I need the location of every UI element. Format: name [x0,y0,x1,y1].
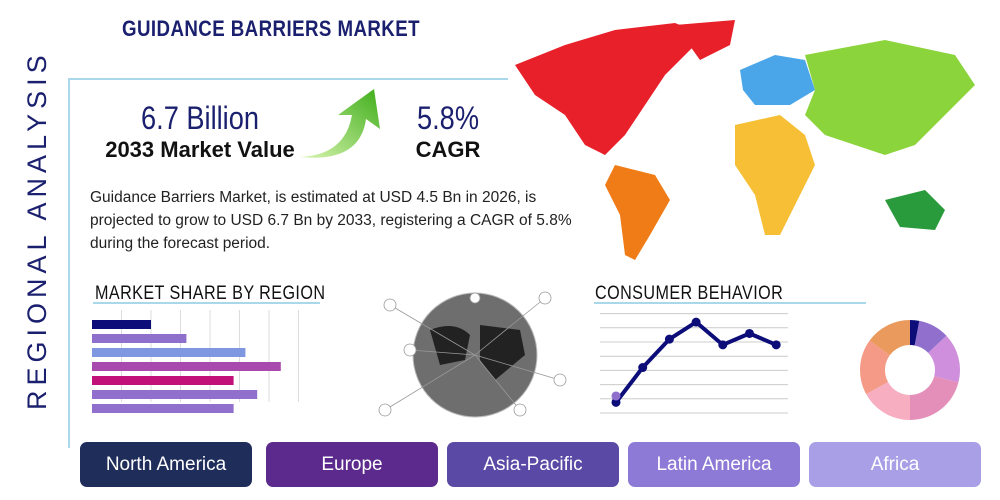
side-title: REGIONAL ANALYSIS [22,50,52,410]
map-africa [735,115,815,235]
consumer-donut-chart [860,320,960,420]
cagr-label: CAGR [415,137,481,162]
bar [92,390,258,399]
map-europe [740,55,815,105]
market-value-label: 2033 Market Value [105,137,295,162]
map-south-america [605,165,670,260]
bar [92,348,246,357]
region-button-north-america[interactable]: North America [80,442,252,487]
bar [92,376,234,385]
data-point [691,317,701,327]
data-point [638,363,648,373]
donut-slice [866,382,910,420]
market-share-title: MARKET SHARE BY REGION [95,283,326,304]
cagr-value: 5.8% [417,100,479,136]
growth-arrow-icon [300,89,380,158]
network-globe-image [378,291,567,418]
region-button-europe[interactable]: Europe [266,442,438,487]
data-point [664,334,674,344]
donut-slice [928,335,960,383]
consumer-line-chart [600,313,788,414]
map-north-america [515,23,705,155]
bar [92,334,187,343]
data-point [611,397,621,407]
map-asia [805,40,975,155]
market-value: 6.7 Billion [141,100,259,136]
region-button-africa[interactable]: Africa [809,442,981,487]
donut-slice [869,320,910,356]
map-oceania [885,190,945,230]
description: Guidance Barriers Market, is estimated a… [90,189,572,252]
data-point [745,328,754,338]
donut-slice [860,340,890,395]
data-point [771,340,781,350]
frame-border [68,78,508,448]
donut-slice [914,320,947,353]
page-title: GUIDANCE BARRIERS MARKET [122,16,420,41]
region-button-asia-pacific[interactable]: Asia-Pacific [447,442,619,487]
divider [594,302,866,304]
data-point-extra [611,391,621,401]
consumer-behavior-title: CONSUMER BEHAVIOR [595,283,784,304]
donut-slice [910,320,920,346]
map-greenland [675,20,735,60]
market-value-stat: 6.7 Billion 2033 Market Value [100,100,300,163]
world-map [515,20,975,260]
data-point [718,340,728,350]
bar [92,362,281,371]
market-share-bar-chart [92,310,299,413]
bar [92,320,151,329]
bar [92,404,234,413]
region-button-latin-america[interactable]: Latin America [628,442,800,487]
donut-slice [910,376,959,420]
cagr-stat: 5.8% CAGR [398,100,498,163]
divider [93,302,320,304]
